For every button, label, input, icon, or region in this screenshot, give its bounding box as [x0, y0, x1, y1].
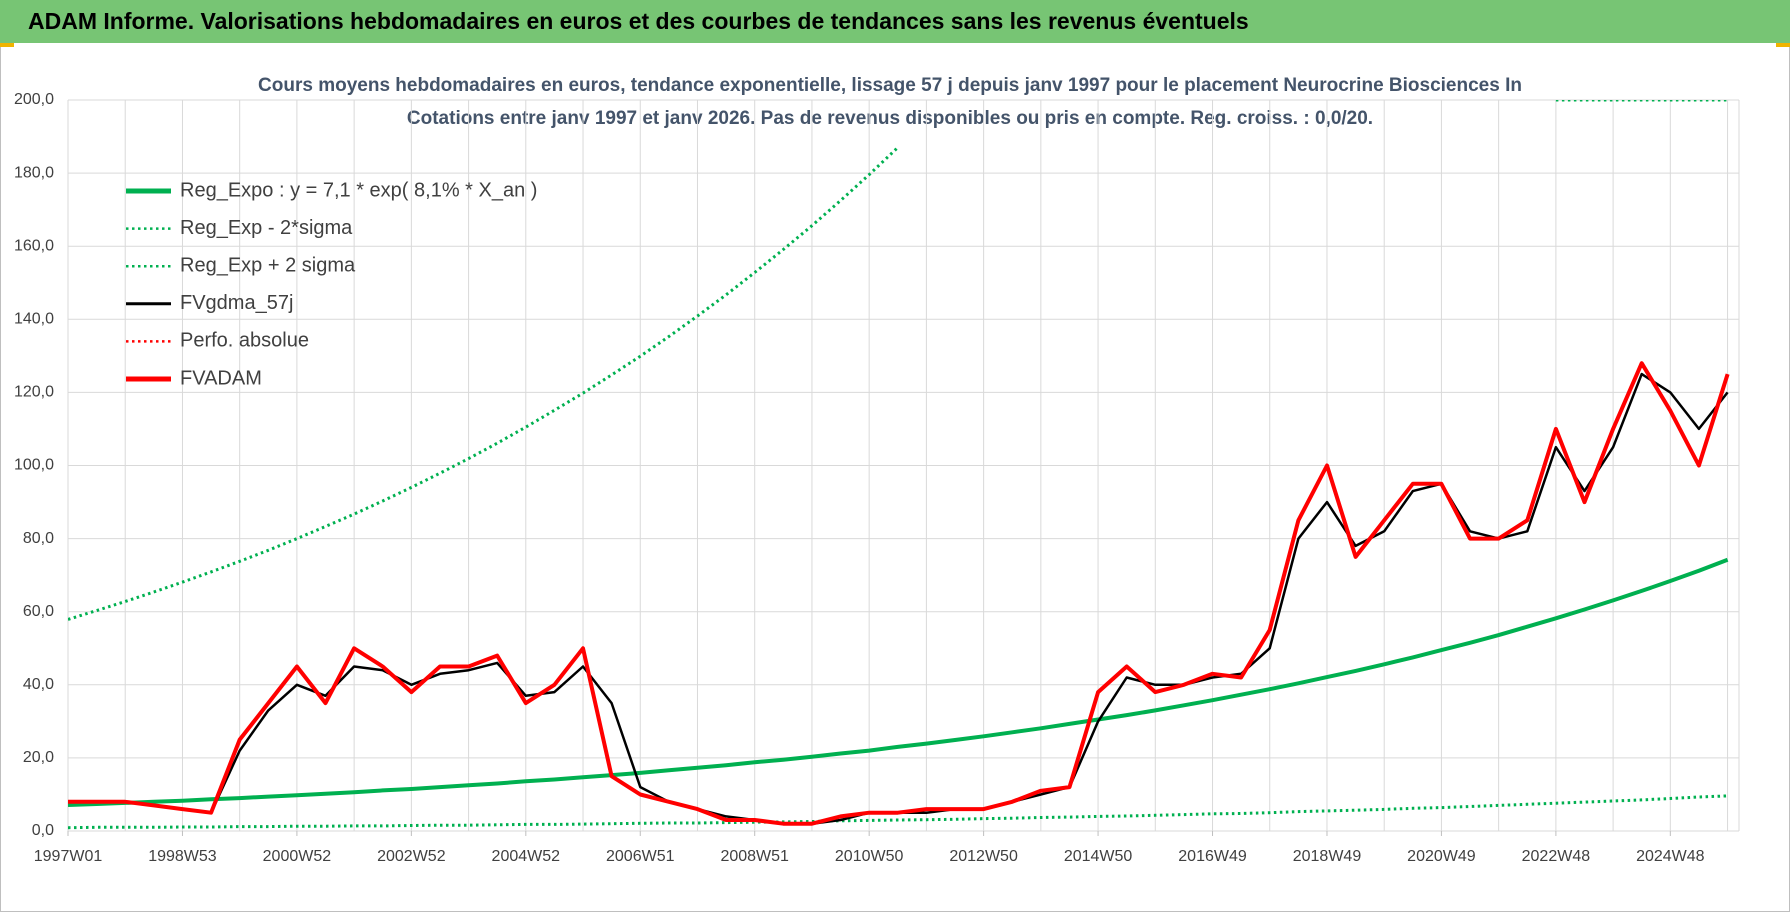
- x-tick-label: 2016W49: [1178, 848, 1247, 865]
- y-tick-label: 20,0: [23, 749, 54, 766]
- y-tick-label: 80,0: [23, 530, 54, 547]
- chart-subtitle: Cotations entre janv 1997 et janv 2026. …: [407, 108, 1373, 129]
- series-line: [68, 100, 1728, 621]
- y-tick-label: 100,0: [14, 457, 54, 474]
- header-bar: [0, 0, 1790, 43]
- y-tick-label: 120,0: [14, 384, 54, 401]
- x-tick-label: 2006W51: [606, 848, 675, 865]
- legend-label: Perfo. absolue: [180, 330, 309, 352]
- chart-title: Cours moyens hebdomadaires en euros, ten…: [258, 75, 1522, 96]
- corner-mark: [1776, 43, 1790, 47]
- x-tick-label: 2012W50: [949, 848, 1018, 865]
- x-tick-label: 2008W51: [720, 848, 789, 865]
- series-line: [68, 361, 1730, 826]
- legend-label: FVgdma_57j: [180, 292, 293, 314]
- legend: Reg_Expo : y = 7,1 * exp( 8,1% * X_an ) R…: [126, 179, 537, 389]
- legend-label: Reg_Expo : y = 7,1 * exp( 8,1% * X_an ): [180, 179, 537, 201]
- header-title: ADAM Informe. Valorisations hebdomadaire…: [28, 8, 1249, 34]
- corner-mark: [0, 43, 14, 47]
- y-tick-label: 60,0: [23, 603, 54, 620]
- x-tick-label: 2002W52: [377, 848, 446, 865]
- x-tick-label: 2018W49: [1293, 848, 1362, 865]
- y-tick-label: 140,0: [14, 311, 54, 328]
- y-tick-label: 40,0: [23, 676, 54, 693]
- x-tick-label: 2024W48: [1636, 848, 1705, 865]
- y-tick-label: 0,0: [32, 822, 54, 839]
- axes: 0,0 20,0 40,0 60,0 80,0 100,0 120,0 140,0 160,0 1…: [14, 91, 1705, 865]
- series-line: [68, 794, 1728, 830]
- x-tick-label: 2000W52: [263, 848, 332, 865]
- x-tick-label: 2004W52: [492, 848, 561, 865]
- y-tick-label: 180,0: [14, 164, 54, 181]
- series-line: [68, 557, 1729, 807]
- plot: [68, 100, 1730, 830]
- legend-label: FVADAM: [180, 367, 262, 389]
- legend-label: Reg_Exp - 2*sigma: [180, 217, 353, 239]
- y-tick-label: 160,0: [14, 237, 54, 254]
- x-tick-label: 1998W53: [148, 848, 217, 865]
- legend-label: Reg_Exp + 2 sigma: [180, 254, 356, 276]
- x-tick-label: 2020W49: [1407, 848, 1476, 865]
- y-tick-label: 200,0: [14, 91, 54, 108]
- x-tick-label: 2010W50: [835, 848, 904, 865]
- x-tick-label: 2014W50: [1064, 848, 1133, 865]
- x-tick-label: 1997W01: [34, 848, 103, 865]
- x-tick-label: 2022W48: [1522, 848, 1591, 865]
